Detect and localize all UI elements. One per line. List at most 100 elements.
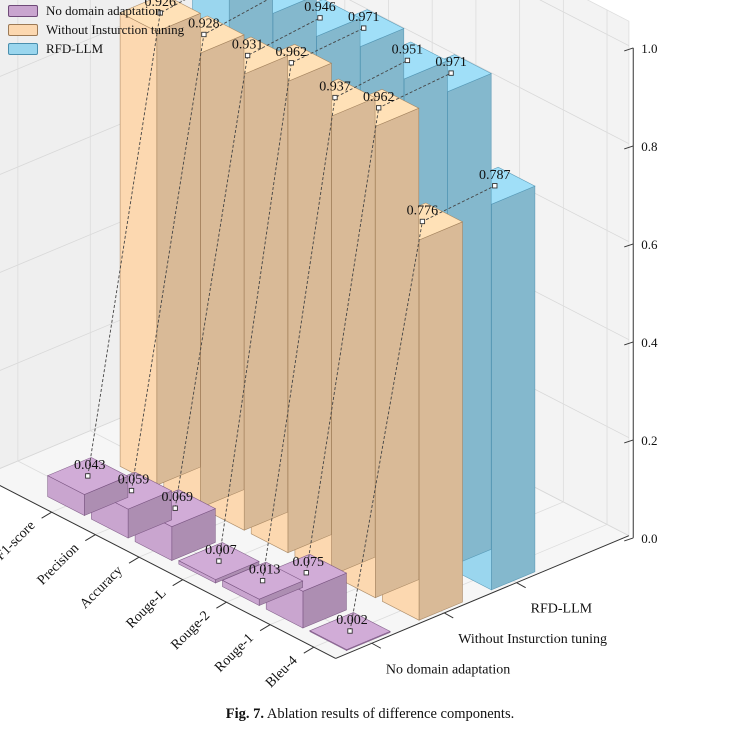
- bar-side-face: [200, 34, 245, 509]
- data-label: 0.946: [304, 0, 336, 15]
- legend-item-without-instruction-tuning: Without Insturction tuning: [8, 22, 184, 38]
- z-tick: [624, 47, 634, 52]
- bar-side-face: [491, 185, 536, 591]
- data-label: 0.931: [232, 38, 264, 53]
- leader-line: [262, 59, 408, 581]
- series-tick: [371, 642, 382, 649]
- bar-side-face: [156, 12, 201, 486]
- z-gridline: [0, 0, 630, 145]
- category-tick-label: Accuracy: [77, 563, 126, 612]
- bar: [119, 0, 202, 486]
- bar-side-face: [331, 97, 376, 576]
- data-label-marker: [404, 57, 411, 64]
- figure-caption-text: Ablation results of difference component…: [266, 706, 515, 722]
- figure-caption-label: Fig. 7.: [225, 706, 265, 722]
- series-tick-label: RFD-LLM: [531, 602, 593, 617]
- category-tick-label: Bleu-4: [263, 653, 301, 691]
- category-tick: [259, 624, 271, 632]
- series-tick: [444, 612, 454, 619]
- series-axis-line: [335, 535, 630, 659]
- data-label: 0.926: [144, 0, 176, 10]
- category-tick: [41, 511, 52, 519]
- data-label: 0.776: [407, 203, 439, 218]
- data-label-marker: [172, 505, 178, 511]
- data-label-marker: [288, 60, 294, 66]
- series-tick-label: Without Insturction tuning: [458, 632, 607, 647]
- legend-label-rfd-llm: RFD-LLM: [46, 41, 104, 56]
- data-label-marker: [157, 10, 163, 16]
- data-label-marker: [85, 473, 91, 479]
- data-label: 0.043: [74, 458, 106, 473]
- data-label: 0.928: [188, 16, 220, 31]
- data-label-marker: [347, 628, 353, 634]
- z-tick-label: 0.2: [641, 433, 657, 448]
- legend-label-without-instruction-tuning: Without Insturction tuning: [46, 22, 185, 37]
- legend-item-no-domain-adaptation: No domain adaptation: [8, 3, 162, 19]
- legend-swatch-no-domain-adaptation: [8, 5, 38, 17]
- bars: [46, 0, 536, 651]
- z-tick-label: 1.0: [641, 41, 657, 56]
- data-label-marker: [332, 94, 338, 101]
- legend-item-rfd-llm: RFD-LLM: [8, 41, 103, 57]
- data-label: 0.962: [363, 90, 395, 105]
- bar-front-face: [119, 12, 158, 486]
- data-label: 0.059: [118, 473, 150, 488]
- category-tick-label: Precision: [35, 541, 82, 588]
- data-label-marker: [303, 570, 309, 576]
- z-tick-label: 0.0: [641, 531, 657, 546]
- z-tick-label: 0.4: [641, 335, 658, 350]
- data-labels: 0.002 0.075 0.013 0.007 0.069 0.059 0.043 0.776…: [74, 0, 511, 634]
- series-tick: [516, 582, 526, 589]
- data-label-marker: [128, 487, 135, 494]
- bar-side-face: [374, 107, 420, 599]
- z-tick: [624, 439, 634, 444]
- legend-swatch-rfd-llm: [8, 43, 38, 55]
- category-tick: [128, 556, 140, 564]
- data-label-marker: [376, 105, 382, 111]
- data-label: 0.002: [336, 613, 368, 628]
- data-label: 0.075: [293, 555, 325, 570]
- category-tick-label: F1-score: [0, 518, 38, 563]
- category-axis-line: [0, 485, 336, 659]
- category-tick: [85, 534, 96, 542]
- category-tick-label: Rouge-1: [212, 631, 257, 676]
- data-label-marker: [317, 15, 323, 21]
- z-tick-label: 0.8: [641, 139, 657, 154]
- legend-swatch-without-instruction-tuning: [8, 24, 38, 36]
- category-tick-label: Rouge-2: [169, 608, 214, 653]
- category-tick: [172, 579, 183, 587]
- series-tick-label: No domain adaptation: [386, 662, 510, 677]
- leader-line: [174, 17, 321, 509]
- figure-caption: Fig. 7. Ablation results of difference c…: [0, 706, 740, 723]
- data-label: 0.971: [348, 10, 380, 25]
- data-label: 0.787: [479, 168, 511, 183]
- data-label: 0.007: [205, 543, 237, 558]
- bar-side-face: [418, 221, 463, 621]
- z-tick-label: 0.6: [641, 237, 658, 252]
- data-label-marker: [492, 183, 498, 189]
- data-label: 0.069: [161, 490, 193, 505]
- data-label-marker: [448, 70, 454, 76]
- data-label: 0.962: [276, 45, 308, 60]
- leader-line: [218, 27, 364, 562]
- data-label-marker: [244, 52, 251, 59]
- z-tick: [624, 341, 634, 346]
- data-label-marker: [201, 31, 207, 38]
- data-label: 0.971: [435, 55, 467, 70]
- legend-label-no-domain-adaptation: No domain adaptation: [46, 3, 162, 18]
- leader-line: [87, 0, 186, 476]
- category-tick: [216, 601, 227, 609]
- category-tick: [303, 646, 315, 654]
- z-tick: [624, 243, 634, 248]
- data-label-marker: [259, 577, 266, 584]
- data-label: 0.013: [249, 563, 281, 578]
- category-tick-label: Rouge-L: [124, 586, 170, 632]
- bar-side-face: [287, 62, 332, 554]
- z-tick: [624, 537, 634, 542]
- data-label-marker: [361, 25, 367, 31]
- data-label-marker: [419, 218, 426, 225]
- data-label: 0.951: [392, 42, 424, 57]
- z-tick: [624, 145, 634, 150]
- data-label: 0.937: [319, 80, 351, 95]
- data-label-marker: [216, 558, 222, 564]
